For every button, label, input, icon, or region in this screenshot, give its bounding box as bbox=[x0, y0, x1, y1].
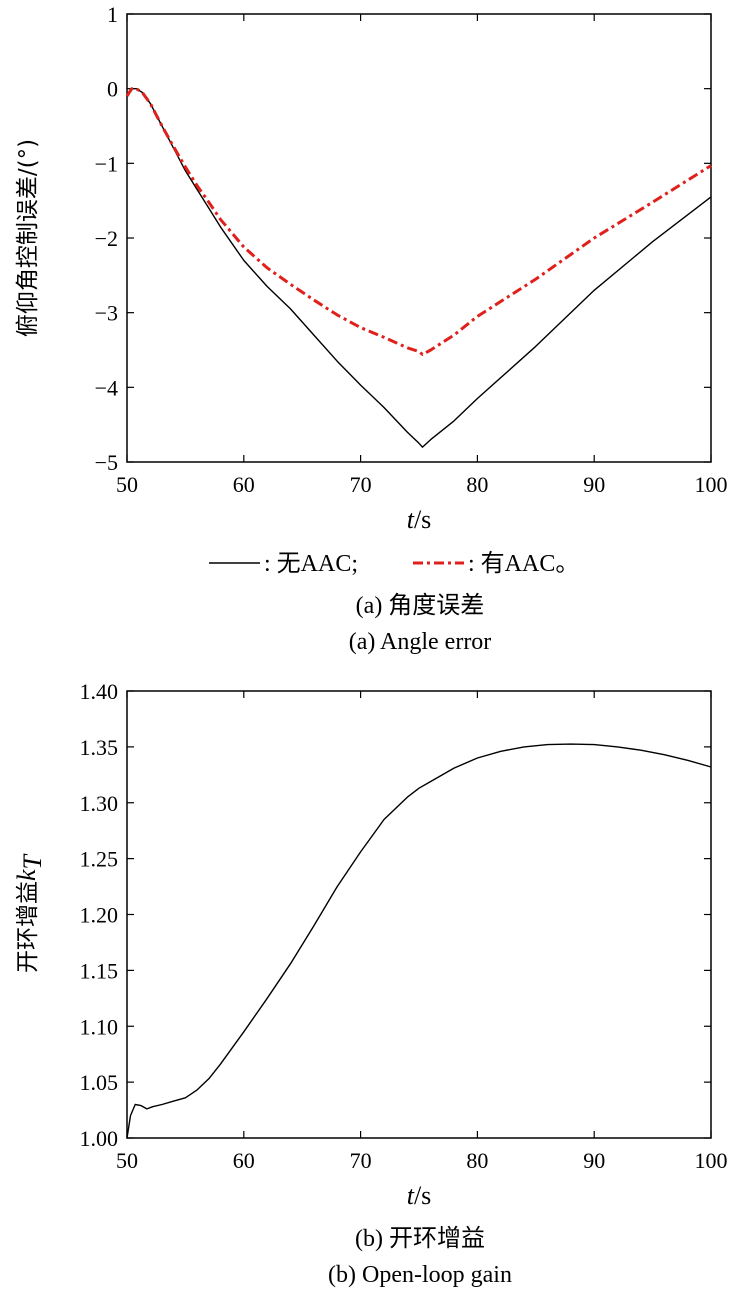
x-tick-label: 50 bbox=[116, 472, 138, 497]
caption-en-b: (b) Open-loop gain bbox=[328, 1262, 512, 1288]
series-line-0 bbox=[126, 743, 712, 1139]
x-tick-label: 100 bbox=[695, 1148, 728, 1173]
y-tick-label: −4 bbox=[95, 375, 118, 400]
legend-a: : 无AAC; : 有AAC。 bbox=[209, 550, 579, 577]
y-tick-label: 1.00 bbox=[80, 1126, 119, 1151]
y-tick-label: 1.15 bbox=[80, 958, 119, 983]
legend-label-aac: : 有AAC。 bbox=[468, 550, 579, 577]
y-tick-label: 1.35 bbox=[80, 735, 119, 760]
x-tick-label: 80 bbox=[466, 472, 488, 497]
y-tick-label: −3 bbox=[95, 301, 118, 326]
caption-cn-b: (b) 开环增益 bbox=[355, 1225, 485, 1252]
y-tick-label: 1.20 bbox=[80, 903, 119, 928]
y-axis-label-a: 俯仰角控制误差/(°) bbox=[15, 139, 41, 337]
x-tick-label: 70 bbox=[350, 1148, 372, 1173]
y-tick-label: 1.40 bbox=[80, 679, 119, 704]
y-tick-label: 1.25 bbox=[80, 847, 119, 872]
chart-open-loop-gain: 50 60 70 80 90 100 1.40 1.35 1.30 1.25 1.20 1.15 1.1… bbox=[12, 679, 728, 1288]
x-tick-label: 90 bbox=[583, 1148, 605, 1173]
caption-en-a: (a) Angle error bbox=[349, 629, 492, 655]
series-line-1 bbox=[125, 87, 712, 356]
y-axis-label-b: 开环增益kT bbox=[12, 853, 47, 973]
ticks-a: 50 60 70 80 90 100 1 0 −1 −2 −3 −4 −5 bbox=[95, 2, 728, 497]
y-tick-label: 1.05 bbox=[80, 1070, 119, 1095]
x-tick-label: 50 bbox=[116, 1148, 138, 1173]
series-a bbox=[125, 87, 712, 448]
y-tick-label: 1.10 bbox=[80, 1014, 119, 1039]
y-tick-label: 0 bbox=[107, 77, 118, 102]
x-tick-label: 100 bbox=[695, 472, 728, 497]
x-tick-label: 60 bbox=[233, 472, 255, 497]
series-b bbox=[126, 743, 712, 1139]
x-tick-label: 60 bbox=[233, 1148, 255, 1173]
ticks-b: 50 60 70 80 90 100 1.40 1.35 1.30 1.25 1.20 1.15 1.1… bbox=[80, 679, 728, 1173]
x-tick-label: 70 bbox=[350, 472, 372, 497]
x-axis-label-b: t/s bbox=[407, 1181, 432, 1210]
x-tick-label: 80 bbox=[466, 1148, 488, 1173]
y-tick-label: 1.30 bbox=[80, 791, 119, 816]
legend-label-no-aac: : 无AAC; bbox=[264, 551, 358, 577]
chart-angle-error: 50 60 70 80 90 100 1 0 −1 −2 −3 −4 −5 t/s 俯仰角控制误差/(°… bbox=[15, 2, 728, 655]
x-axis-label-a: t/s bbox=[407, 505, 432, 534]
y-tick-label: −1 bbox=[95, 151, 118, 176]
y-tick-label: −2 bbox=[95, 226, 118, 251]
x-tick-label: 90 bbox=[583, 472, 605, 497]
caption-cn-a: (a) 角度误差 bbox=[356, 592, 485, 619]
plot-frame-a bbox=[126, 13, 712, 463]
y-tick-label: −5 bbox=[95, 450, 118, 475]
series-line-0 bbox=[126, 88, 712, 448]
y-tick-label: 1 bbox=[107, 2, 118, 27]
